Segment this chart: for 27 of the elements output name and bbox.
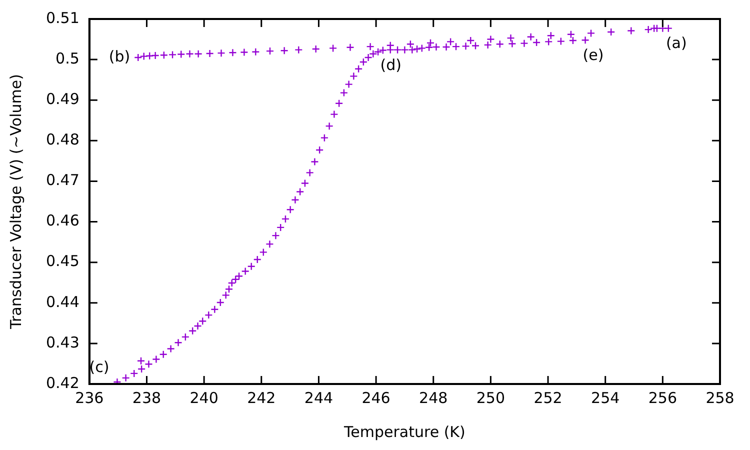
y-axis-title: Transducer Voltage (V) (~Volume) — [6, 74, 25, 330]
x-tick-label: 242 — [247, 388, 276, 407]
x-tick-label: 250 — [476, 388, 506, 407]
x-tick-label: 244 — [304, 388, 334, 407]
y-tick-label: 0.48 — [46, 130, 80, 149]
x-tick-label: 256 — [648, 388, 677, 407]
y-tick-label: 0.5 — [56, 49, 80, 68]
x-tick-label: 246 — [362, 388, 390, 407]
y-tick-label: 0.46 — [46, 212, 80, 230]
y-tick-label: 0.49 — [46, 90, 80, 108]
annotation: (c) — [89, 358, 110, 376]
y-tick-label: 0.51 — [46, 8, 80, 27]
x-tick-label: 258 — [706, 388, 734, 407]
y-tick-label: 0.44 — [46, 292, 80, 311]
y-tick-label: 0.47 — [46, 171, 80, 190]
x-tick-label: 240 — [190, 388, 218, 407]
x-axis-title: Temperature (K) — [343, 422, 466, 441]
x-tick-label: 238 — [132, 388, 162, 407]
annotation: (d) — [380, 56, 402, 74]
y-tick-label: 0.45 — [46, 252, 80, 270]
x-tick-label: 248 — [419, 388, 448, 407]
annotation: (e) — [582, 46, 604, 64]
annotation: (b) — [108, 47, 130, 66]
y-tick-label: 0.43 — [46, 333, 80, 352]
x-tick-label: 254 — [591, 388, 620, 407]
x-tick-label: 252 — [534, 388, 562, 407]
annotation: (a) — [666, 34, 687, 52]
